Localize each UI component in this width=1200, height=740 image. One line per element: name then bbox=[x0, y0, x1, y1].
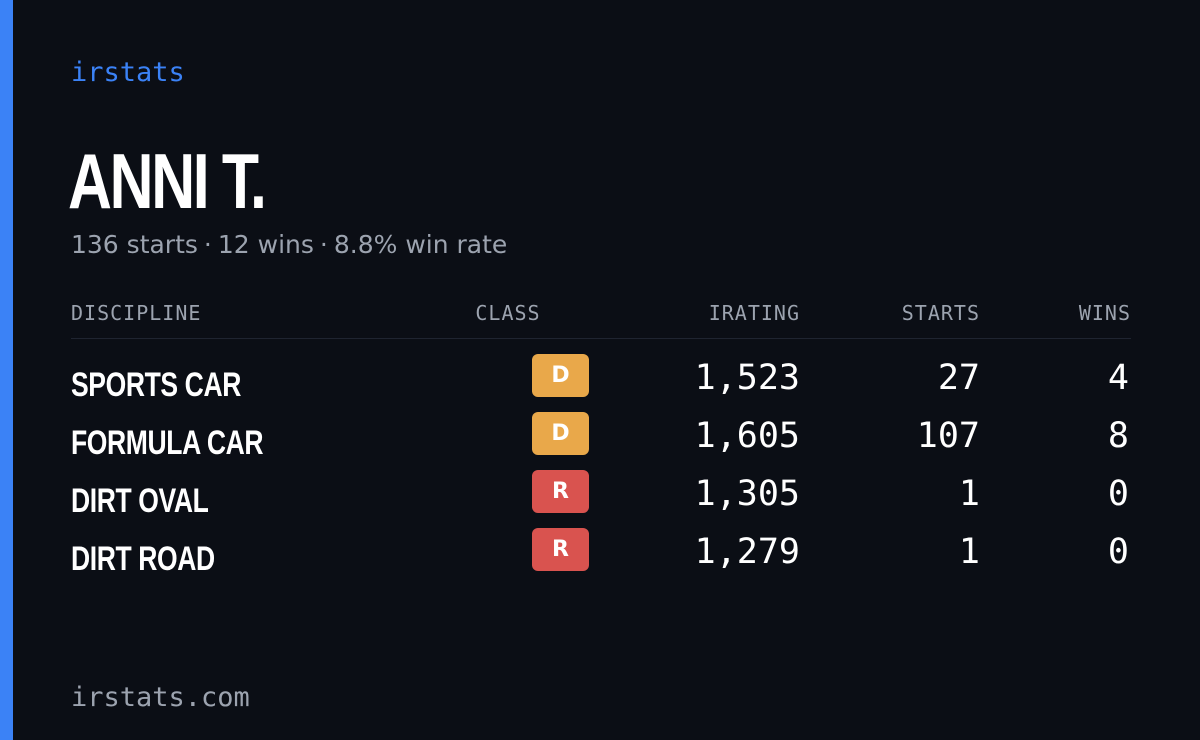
header-irating: IRATING bbox=[708, 301, 800, 325]
table-header: DISCIPLINE CLASS IRATING STARTS WINS bbox=[71, 296, 1131, 339]
table-row: DIRT OVAL R 1,305 1 0 bbox=[71, 470, 1131, 528]
header-discipline: DISCIPLINE bbox=[71, 301, 202, 325]
starts-value: 27 bbox=[937, 358, 980, 398]
class-badge: R bbox=[532, 470, 589, 513]
header-class: CLASS bbox=[475, 301, 541, 325]
footer-domain: irstats.com bbox=[71, 682, 250, 713]
class-badge: R bbox=[532, 528, 589, 571]
irating-value: 1,279 bbox=[694, 532, 800, 572]
header-starts: STARTS bbox=[901, 301, 980, 325]
driver-summary: 136 starts · 12 wins · 8.8% win rate bbox=[71, 228, 507, 262]
wins-value: 0 bbox=[1107, 474, 1129, 514]
summary-win-rate: 8.8% win rate bbox=[333, 230, 508, 259]
discipline-name: DIRT ROAD bbox=[71, 540, 215, 578]
irating-value: 1,305 bbox=[694, 474, 800, 514]
irating-value: 1,605 bbox=[694, 416, 800, 456]
summary-separator: · bbox=[319, 230, 328, 259]
starts-value: 1 bbox=[958, 532, 980, 572]
summary-separator: · bbox=[203, 230, 212, 259]
discipline-name: DIRT OVAL bbox=[71, 482, 209, 520]
starts-value: 107 bbox=[916, 416, 980, 456]
table-row: FORMULA CAR D 1,605 107 8 bbox=[71, 412, 1131, 470]
accent-bar bbox=[0, 0, 13, 740]
discipline-name: FORMULA CAR bbox=[71, 424, 264, 462]
irating-value: 1,523 bbox=[694, 358, 800, 398]
table-row: DIRT ROAD R 1,279 1 0 bbox=[71, 528, 1131, 586]
header-wins: WINS bbox=[1078, 301, 1131, 325]
starts-value: 1 bbox=[958, 474, 980, 514]
wins-value: 8 bbox=[1107, 416, 1129, 456]
class-badge: D bbox=[532, 354, 589, 397]
wins-value: 4 bbox=[1107, 358, 1129, 398]
table-row: SPORTS CAR D 1,523 27 4 bbox=[71, 354, 1131, 412]
wins-value: 0 bbox=[1107, 532, 1129, 572]
class-badge: D bbox=[532, 412, 589, 455]
discipline-name: SPORTS CAR bbox=[71, 366, 241, 404]
summary-starts: 136 starts bbox=[71, 230, 198, 259]
brand-logo: irstats bbox=[71, 57, 185, 88]
summary-wins: 12 wins bbox=[217, 230, 314, 259]
driver-name: ANNI T. bbox=[68, 137, 267, 225]
